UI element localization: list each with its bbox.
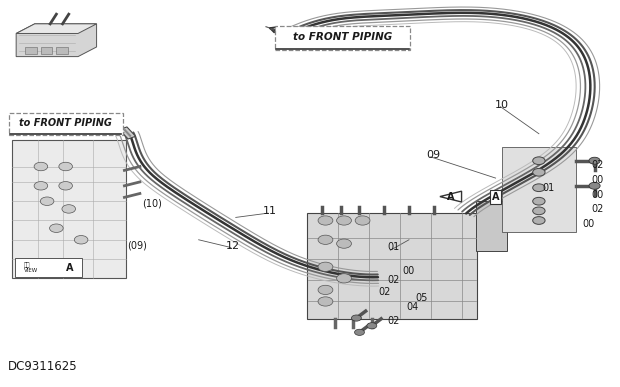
Circle shape xyxy=(62,205,76,213)
Circle shape xyxy=(533,217,545,224)
Polygon shape xyxy=(120,127,136,139)
Text: 矢視: 矢視 xyxy=(24,262,31,268)
Circle shape xyxy=(318,285,333,295)
Circle shape xyxy=(352,315,361,321)
FancyBboxPatch shape xyxy=(9,113,123,135)
Text: 02: 02 xyxy=(591,204,604,214)
Text: 01: 01 xyxy=(542,183,554,193)
Text: VIEW: VIEW xyxy=(24,268,38,273)
Circle shape xyxy=(337,239,352,248)
Circle shape xyxy=(533,168,545,176)
Circle shape xyxy=(34,182,48,190)
Text: 00: 00 xyxy=(403,265,415,276)
Text: 02: 02 xyxy=(378,287,391,297)
Circle shape xyxy=(589,157,600,164)
Circle shape xyxy=(318,216,333,225)
Circle shape xyxy=(318,297,333,306)
Polygon shape xyxy=(278,29,298,39)
Text: 00: 00 xyxy=(591,175,604,185)
Circle shape xyxy=(355,216,370,225)
Circle shape xyxy=(533,184,545,192)
Text: to FRONT PIPING: to FRONT PIPING xyxy=(293,33,392,42)
Text: 11: 11 xyxy=(263,206,277,216)
Circle shape xyxy=(337,216,352,225)
Text: (09): (09) xyxy=(127,241,147,250)
Circle shape xyxy=(533,197,545,205)
Circle shape xyxy=(355,329,365,336)
Bar xyxy=(41,47,52,54)
Polygon shape xyxy=(16,24,97,33)
Circle shape xyxy=(318,262,333,271)
Text: (10): (10) xyxy=(143,198,162,208)
Circle shape xyxy=(34,162,48,171)
Text: 10: 10 xyxy=(495,100,509,110)
Text: 02: 02 xyxy=(591,159,604,170)
Circle shape xyxy=(50,224,63,233)
Circle shape xyxy=(533,207,545,215)
FancyBboxPatch shape xyxy=(476,201,507,251)
Bar xyxy=(25,47,37,54)
Circle shape xyxy=(367,323,377,329)
Circle shape xyxy=(533,157,545,164)
Text: 02: 02 xyxy=(388,275,400,285)
Circle shape xyxy=(318,235,333,245)
Text: A: A xyxy=(66,263,74,273)
Circle shape xyxy=(40,197,54,205)
FancyBboxPatch shape xyxy=(12,140,126,278)
Text: 00: 00 xyxy=(591,190,604,200)
FancyBboxPatch shape xyxy=(502,147,576,232)
Polygon shape xyxy=(16,24,97,57)
Text: A: A xyxy=(492,192,499,202)
FancyBboxPatch shape xyxy=(275,26,410,50)
Circle shape xyxy=(337,274,352,283)
Text: 02: 02 xyxy=(388,316,400,326)
FancyBboxPatch shape xyxy=(15,258,82,277)
Text: 05: 05 xyxy=(415,293,428,303)
Circle shape xyxy=(74,236,88,244)
Circle shape xyxy=(589,182,600,189)
Circle shape xyxy=(59,162,73,171)
Text: 01: 01 xyxy=(388,243,400,252)
FancyBboxPatch shape xyxy=(307,213,477,319)
Bar xyxy=(56,47,68,54)
Polygon shape xyxy=(440,191,461,202)
Circle shape xyxy=(59,182,73,190)
Text: A: A xyxy=(447,192,455,202)
Text: 12: 12 xyxy=(226,241,240,250)
Text: to FRONT PIPING: to FRONT PIPING xyxy=(19,118,112,128)
Text: DC9311625: DC9311625 xyxy=(8,360,78,373)
Text: 00: 00 xyxy=(582,219,595,229)
Text: 04: 04 xyxy=(406,302,419,312)
Text: 09: 09 xyxy=(427,150,441,160)
